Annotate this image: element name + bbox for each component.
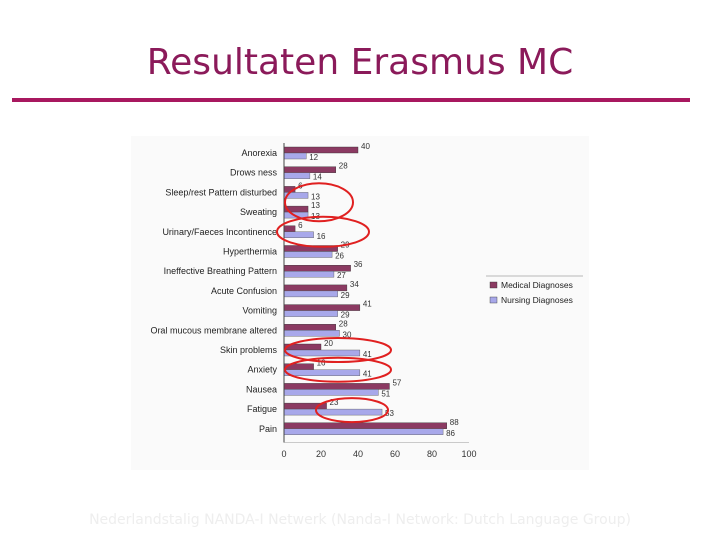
data-label-nursing: 14 xyxy=(313,173,322,182)
title-underline xyxy=(12,98,690,102)
category-label: Sweating xyxy=(240,207,277,217)
legend-swatch xyxy=(489,296,498,304)
bar-chart: 4012281461313136162926362734294129283020… xyxy=(150,142,583,459)
category-label: Vomiting xyxy=(242,306,277,316)
bar-nursing xyxy=(283,330,340,337)
bar-medical xyxy=(283,422,448,429)
bar-medical xyxy=(283,146,359,154)
category-label: Acute Confusion xyxy=(211,286,277,296)
bar-nursing xyxy=(283,369,361,376)
data-label-medical: 13 xyxy=(311,201,320,210)
bar-medical xyxy=(283,166,336,173)
x-tick-label: 0 xyxy=(281,449,286,459)
category-label: Sleep/rest Pattern disturbed xyxy=(165,187,277,197)
category-label: Nausea xyxy=(246,384,277,394)
data-label-nursing: 51 xyxy=(381,389,390,398)
legend-label: Medical Diagnoses xyxy=(501,280,573,290)
category-label: Skin problems xyxy=(220,345,278,355)
bar-nursing xyxy=(283,231,314,239)
category-label: Fatigue xyxy=(247,404,277,414)
data-label-medical: 16 xyxy=(317,359,326,368)
bar-nursing xyxy=(283,349,361,357)
data-label-medical: 40 xyxy=(361,142,370,151)
highlight-circle xyxy=(284,337,392,363)
chart-panel: 40 12 28 14 6 13 13 13 6 16 29 26 36 27 34 29 41 29 28 30 20… xyxy=(131,136,589,470)
data-label-medical: 28 xyxy=(339,319,348,328)
category-label: Urinary/Faeces Incontinence xyxy=(162,227,277,237)
data-label-medical: 88 xyxy=(450,418,459,427)
slide-footer: Nederlandstalig NANDA-I Netwerk (Nanda-I… xyxy=(89,512,631,528)
bar-medical xyxy=(283,324,336,331)
category-label: Drows ness xyxy=(230,168,278,178)
bar-nursing xyxy=(283,152,307,160)
category-label: Ineffective Breathing Pattern xyxy=(164,266,277,276)
bar-nursing xyxy=(283,270,335,278)
data-label-medical: 23 xyxy=(330,398,339,407)
category-label: Hyperthermia xyxy=(223,247,277,257)
data-label-nursing: 30 xyxy=(343,330,352,339)
data-label-nursing: 27 xyxy=(337,271,346,280)
data-label-medical: 36 xyxy=(354,260,363,269)
data-label-medical: 57 xyxy=(392,378,401,387)
bar-medical xyxy=(283,284,348,292)
bar-nursing xyxy=(283,172,311,179)
data-label-nursing: 29 xyxy=(341,311,350,320)
data-label-nursing: 16 xyxy=(317,232,326,241)
data-label-nursing: 29 xyxy=(341,291,350,300)
data-label-nursing: 26 xyxy=(335,252,344,261)
x-tick-label: 40 xyxy=(353,449,363,459)
bar-nursing xyxy=(283,389,379,396)
data-label-nursing: 41 xyxy=(363,350,372,359)
data-label-medical: 41 xyxy=(363,300,372,309)
category-label: Anxiety xyxy=(247,365,277,375)
data-label-nursing: 41 xyxy=(363,370,372,379)
data-label-nursing: 13 xyxy=(311,192,320,201)
bar-medical xyxy=(283,225,296,233)
data-label-medical: 28 xyxy=(339,162,348,171)
bar-nursing xyxy=(283,408,383,416)
legend-swatch xyxy=(489,281,498,289)
highlight-circle xyxy=(284,356,392,383)
x-tick-label: 80 xyxy=(427,449,437,459)
slide-title: Resultaten Erasmus MC xyxy=(146,42,574,83)
data-label-nursing: 53 xyxy=(385,409,394,418)
category-label: Pain xyxy=(259,424,277,434)
bar-nursing xyxy=(283,251,333,258)
category-label: Oral mucous membrane altered xyxy=(150,325,277,335)
highlight-circle xyxy=(284,182,354,223)
x-tick-label: 100 xyxy=(461,449,476,459)
highlight-circle xyxy=(276,215,370,248)
data-label-nursing: 86 xyxy=(446,429,455,438)
x-tick-label: 20 xyxy=(316,449,326,459)
bar-nursing xyxy=(283,290,338,298)
bar-nursing xyxy=(283,428,444,435)
legend-label: Nursing Diagnoses xyxy=(501,295,573,305)
bar-nursing xyxy=(283,310,338,317)
data-label-nursing: 12 xyxy=(309,153,318,162)
category-label: Anorexia xyxy=(241,148,277,158)
bar-medical xyxy=(283,383,390,390)
highlight-circle xyxy=(315,397,389,424)
data-label-medical: 20 xyxy=(324,339,333,348)
x-tick-label: 60 xyxy=(390,449,400,459)
data-label-medical: 6 xyxy=(298,221,303,230)
data-label-medical: 34 xyxy=(350,280,359,289)
